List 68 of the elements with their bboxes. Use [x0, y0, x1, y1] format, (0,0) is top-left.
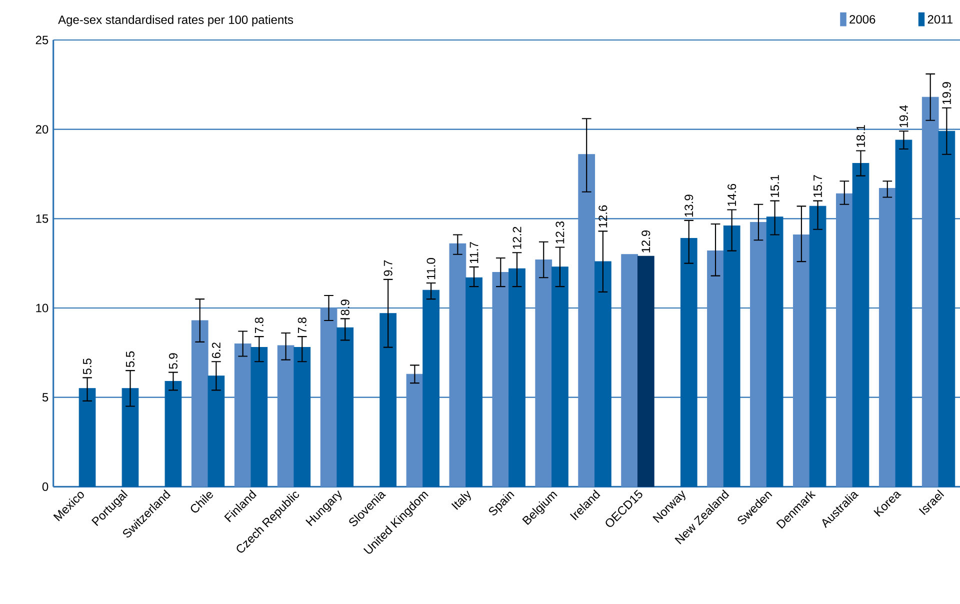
bar [380, 313, 397, 487]
bar [938, 130, 956, 487]
data-label: 18.1 [856, 125, 865, 147]
bar [852, 163, 870, 487]
bar [793, 234, 810, 487]
y-tick-label: 0 [42, 482, 48, 491]
bar [422, 290, 440, 487]
data-label: 5.5 [83, 358, 92, 374]
bar [895, 140, 912, 487]
data-label: 19.9 [942, 82, 951, 104]
bar [320, 308, 338, 487]
data-label: 9.7 [384, 260, 392, 276]
data-label: 7.8 [254, 318, 264, 334]
y-tick-label: 25 [36, 36, 48, 44]
legend-label: 2011 [928, 15, 952, 24]
x-tick-label: Italy [451, 490, 471, 510]
data-label: 8.9 [340, 300, 350, 316]
data-label: 11.0 [426, 258, 436, 280]
data-label: 12.9 [642, 230, 650, 252]
bar [294, 347, 311, 487]
bar [723, 226, 740, 487]
data-label: 19.4 [899, 105, 908, 128]
bar [637, 256, 654, 487]
data-label: 5.9 [168, 353, 178, 369]
bar [250, 347, 268, 487]
data-label: 7.8 [298, 318, 306, 334]
y-tick-label: 10 [36, 304, 48, 312]
data-label: 11.7 [470, 242, 478, 264]
y-tick-label: 5 [42, 393, 48, 402]
bar [191, 320, 208, 487]
bar [809, 206, 826, 487]
bar [707, 250, 724, 487]
bar [466, 277, 482, 487]
bar [750, 222, 767, 487]
bar [836, 193, 853, 487]
bar [277, 345, 294, 487]
data-label: 12.2 [512, 226, 522, 249]
data-label: 12.6 [598, 205, 608, 228]
bar [406, 374, 424, 487]
bar [492, 272, 510, 487]
bar [336, 327, 354, 487]
data-label: 6.2 [212, 342, 220, 358]
data-label: 14.6 [728, 184, 736, 206]
bar [578, 154, 596, 487]
bar [621, 254, 638, 487]
bar [508, 268, 526, 487]
bar [78, 388, 96, 487]
data-label: 13.9 [684, 194, 694, 217]
data-label: 15.7 [814, 175, 822, 197]
y-axis-title: Age-sex standardised rates per 100 patients [58, 15, 294, 26]
bar [535, 259, 552, 487]
y-tick-label: 20 [36, 125, 48, 134]
bar [594, 261, 612, 487]
bar [766, 216, 784, 487]
data-label: 5.5 [126, 351, 134, 368]
bar [680, 238, 698, 487]
bar [878, 188, 896, 487]
bar [234, 343, 252, 487]
legend-label: 2006 [850, 15, 876, 24]
bar [122, 388, 139, 487]
bar [164, 380, 182, 487]
bar [208, 376, 225, 487]
data-label: 12.3 [556, 221, 564, 244]
bar [552, 266, 568, 487]
data-label: 15.1 [770, 175, 779, 197]
bar [922, 96, 939, 487]
bar [449, 243, 466, 487]
y-tick-label: 15 [36, 214, 48, 223]
